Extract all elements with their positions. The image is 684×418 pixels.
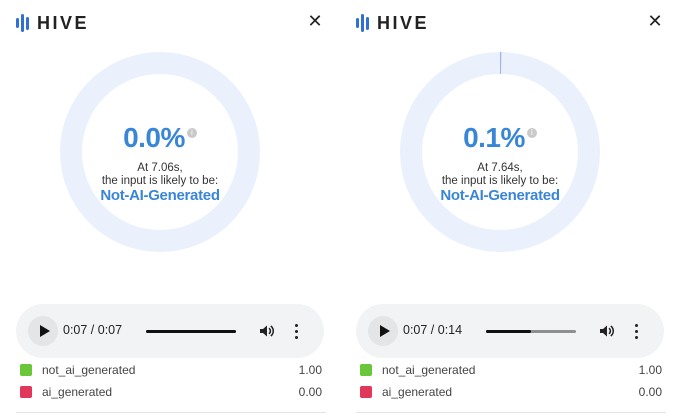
likely-text: the input is likely to be: <box>441 175 559 187</box>
result-row-not-ai: not_ai_generated 1.00 <box>20 361 322 379</box>
header: HIVE <box>16 12 89 34</box>
audio-player: 0:07 / 0:07 <box>16 304 324 358</box>
seek-bar[interactable] <box>486 330 576 333</box>
result-row-ai: ai_generated 0.00 <box>20 383 322 401</box>
not-ai-color-swatch <box>20 364 32 376</box>
result-value: 1.00 <box>638 363 662 377</box>
close-icon[interactable]: ✕ <box>647 10 663 31</box>
playback-time: 0:07 / 0:07 <box>63 323 123 337</box>
timestamp-text: At 7.06s, <box>137 162 183 174</box>
result-label: not_ai_generated <box>42 363 136 377</box>
score-summary: 0.1% i At 7.64s, the input is likely to … <box>400 52 600 252</box>
score-ring <box>60 52 260 252</box>
score-ring-fill <box>400 52 600 252</box>
divider <box>356 412 666 413</box>
volume-icon[interactable] <box>259 323 275 339</box>
ai-color-swatch <box>360 386 372 398</box>
info-icon[interactable]: i <box>186 128 197 138</box>
result-row-not-ai: not_ai_generated 1.00 <box>360 361 662 379</box>
detection-panel-1: HIVE ✕ 0.0% i At 7.06s, the input is lik… <box>0 0 340 418</box>
score-summary: 0.0% i At 7.06s, the input is likely to … <box>60 52 260 252</box>
info-icon[interactable]: i <box>526 128 537 138</box>
playback-time: 0:07 / 0:14 <box>403 323 463 337</box>
score-percent: 0.1% <box>463 122 525 153</box>
audio-player: 0:07 / 0:14 <box>356 304 664 358</box>
result-value: 0.00 <box>638 385 662 399</box>
result-row-ai: ai_generated 0.00 <box>360 383 662 401</box>
play-button[interactable] <box>368 316 398 346</box>
close-icon[interactable]: ✕ <box>307 10 323 31</box>
seek-bar-progress <box>146 330 236 333</box>
result-label: not_ai_generated <box>382 363 476 377</box>
more-options-icon[interactable] <box>292 320 300 342</box>
hive-logo-icon <box>16 13 29 33</box>
brand-name: HIVE <box>377 12 430 33</box>
detection-panel-2: HIVE ✕ 0.1% i At 7.64s, the input is lik… <box>340 0 680 418</box>
ai-color-swatch <box>20 386 32 398</box>
timestamp-text: At 7.64s, <box>477 162 523 174</box>
result-label: ai_generated <box>42 385 113 399</box>
score-ring <box>400 52 600 252</box>
more-options-icon[interactable] <box>632 320 640 342</box>
score-percent: 0.0% <box>123 122 185 153</box>
likely-text: the input is likely to be: <box>101 175 219 187</box>
score-ring-track <box>60 52 260 252</box>
hive-logo-icon <box>356 13 369 33</box>
play-button[interactable] <box>28 316 58 346</box>
seek-bar[interactable] <box>146 330 236 333</box>
divider <box>16 412 326 413</box>
result-value: 1.00 <box>298 363 322 377</box>
brand-name: HIVE <box>37 12 90 33</box>
verdict-label: Not-AI-Generated <box>100 187 220 204</box>
verdict-label: Not-AI-Generated <box>440 187 560 204</box>
result-value: 0.00 <box>298 385 322 399</box>
header: HIVE <box>356 12 429 34</box>
not-ai-color-swatch <box>360 364 372 376</box>
result-label: ai_generated <box>382 385 453 399</box>
volume-icon[interactable] <box>599 323 615 339</box>
seek-bar-progress <box>486 330 531 333</box>
